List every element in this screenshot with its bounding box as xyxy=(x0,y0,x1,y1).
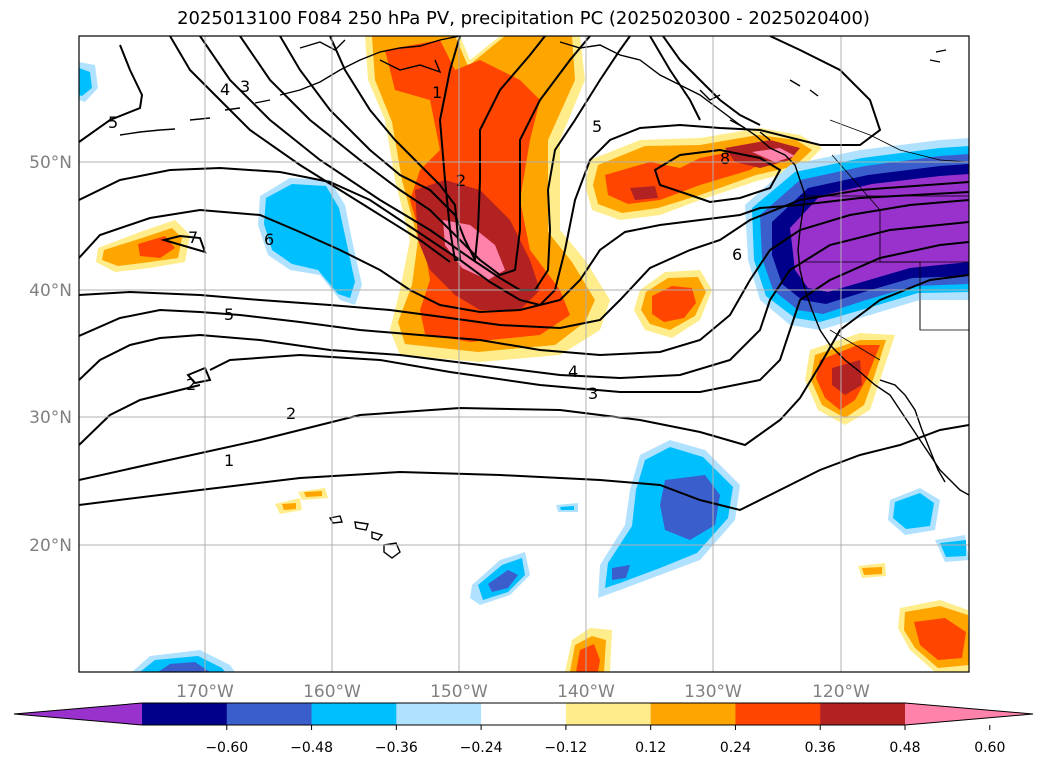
lat-label: 20°N xyxy=(29,536,72,556)
pv-label: 3 xyxy=(588,384,598,403)
lon-label: 170°W xyxy=(176,682,234,702)
lat-label: 30°N xyxy=(29,408,72,428)
pv-contour xyxy=(79,181,969,330)
pv-label: 5 xyxy=(108,113,118,132)
pv-contour xyxy=(160,234,207,254)
colorbar-tick-label: −0.24 xyxy=(460,740,503,756)
lon-label: 140°W xyxy=(557,682,615,702)
pv-contour xyxy=(79,424,969,512)
pv-label: 7 xyxy=(188,228,198,247)
lat-label: 50°N xyxy=(29,153,72,173)
pv-label: 5 xyxy=(224,305,234,324)
colorbar-extend-high xyxy=(905,703,1033,725)
colorbar-tick-label: 0.24 xyxy=(720,740,751,756)
pv-contour xyxy=(653,148,782,204)
colorbar-swatch xyxy=(226,703,313,725)
graticule xyxy=(79,36,969,672)
pv-contour xyxy=(279,36,546,264)
pv-contour xyxy=(239,36,591,277)
pv-label: 3 xyxy=(240,77,250,96)
colorbar-tick-label: 0.12 xyxy=(635,740,666,756)
latitude-labels: 50°N 40°N 30°N 20°N xyxy=(29,153,72,556)
colorbar-swatch xyxy=(142,703,228,725)
colorbar-tick-label: −0.12 xyxy=(544,740,587,756)
colorbar-swatch xyxy=(396,703,482,725)
colorbar-swatch xyxy=(735,703,821,725)
lon-label: 160°W xyxy=(303,682,361,702)
lon-label: 150°W xyxy=(430,682,488,702)
lat-label: 40°N xyxy=(29,281,72,301)
pv-contour xyxy=(79,199,969,357)
colorbar-swatch xyxy=(481,703,567,725)
pv-label: 5 xyxy=(592,117,602,136)
alaska-coastline xyxy=(119,36,461,136)
coastlines xyxy=(119,36,969,559)
pv-contour xyxy=(79,123,761,307)
pv-label: 4 xyxy=(220,80,230,99)
pv-label: 6 xyxy=(732,245,742,264)
pv-contour xyxy=(186,366,212,385)
lon-label: 130°W xyxy=(684,682,742,702)
pv-contour xyxy=(329,36,462,261)
pv-contour xyxy=(79,274,969,481)
us-west-coast xyxy=(784,154,969,496)
colorbar-tick-label: 0.60 xyxy=(974,740,1005,756)
pv-contour-labels: 5 4 3 7 6 5 2 1 2 5 8 6 4 3 2 1 xyxy=(108,77,742,470)
pv-contour xyxy=(169,36,451,263)
pv-label: 2 xyxy=(456,171,466,190)
colorbar-tick-label: −0.36 xyxy=(375,740,418,756)
colorbar-swatch xyxy=(311,703,397,725)
map-frame xyxy=(78,35,970,673)
pv-label: 1 xyxy=(224,451,234,470)
map-title: 2025013100 F084 250 hPa PV, precipitatio… xyxy=(177,8,870,29)
colorbar-tick-label: −0.48 xyxy=(290,740,333,756)
colorbar-outline xyxy=(13,702,1034,726)
map-plot-area: 5 4 3 7 6 5 2 1 2 5 8 6 4 3 2 1 xyxy=(79,36,969,672)
colorbar-swatch xyxy=(565,703,652,725)
colorbar-extend-low xyxy=(14,703,142,725)
pv-label: 2 xyxy=(186,375,196,394)
pv-contour xyxy=(759,36,882,146)
hawaii-islands xyxy=(328,515,401,559)
colorbar-tick-label: −0.60 xyxy=(205,740,248,756)
pv-contour xyxy=(79,191,969,314)
colorbar-swatch xyxy=(820,703,906,725)
political-borders xyxy=(800,119,969,361)
colorbar-swatch xyxy=(650,703,736,725)
pv-contours xyxy=(79,36,969,512)
pv-contour xyxy=(662,36,761,126)
pv-contour xyxy=(79,241,969,446)
pv-label: 8 xyxy=(720,149,730,168)
pv-label: 6 xyxy=(264,230,274,249)
pv-label: 2 xyxy=(286,404,296,423)
pv-contour xyxy=(79,44,144,143)
pv-contour xyxy=(79,221,969,381)
pv-label: 4 xyxy=(568,362,578,381)
lon-label: 120°W xyxy=(812,682,870,702)
pv-label: 1 xyxy=(432,83,442,102)
colorbar: −0.60 −0.48 −0.36 −0.24 −0.12 0.12 0.24 0.36 0.4… xyxy=(13,702,1034,756)
colorbar-tick-label: 0.48 xyxy=(889,740,920,756)
longitude-labels: 170°W 160°W 150°W 140°W 130°W 120°W xyxy=(176,682,870,702)
colorbar-tick-label: 0.36 xyxy=(805,740,836,756)
